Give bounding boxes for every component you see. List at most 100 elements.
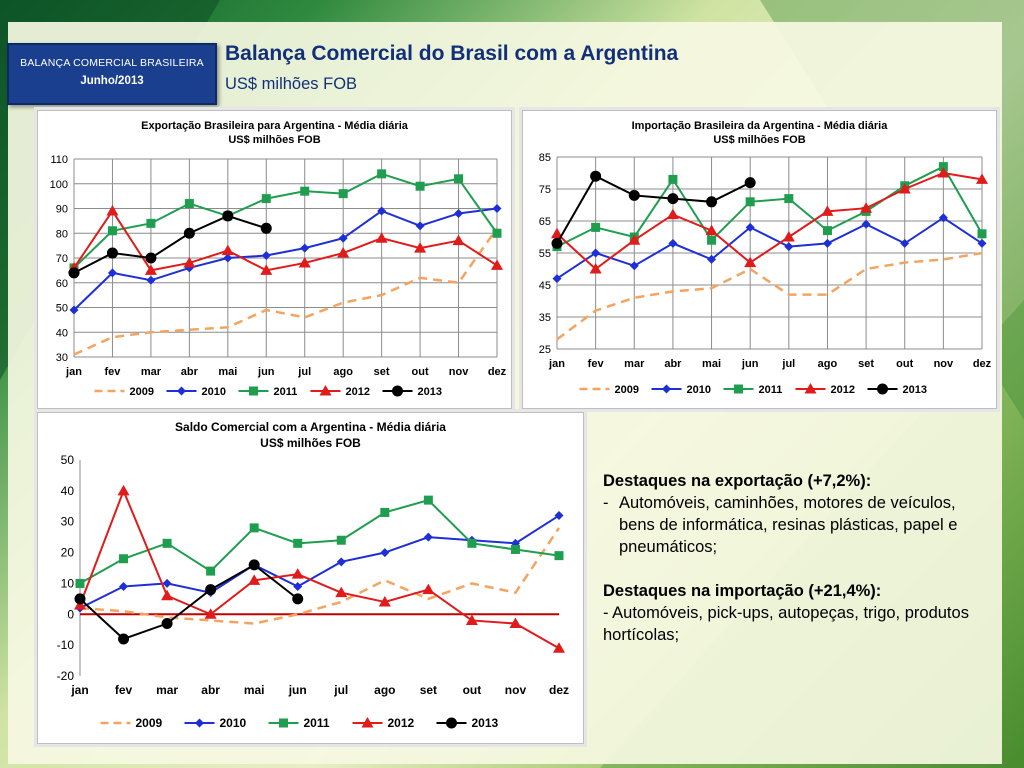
data-point-2012: [589, 263, 602, 274]
y-tick-label: 100: [50, 179, 68, 191]
series-line-2009: [73, 227, 499, 356]
y-tick-label: 0: [67, 607, 74, 621]
data-point-2012: [491, 259, 503, 270]
export-highlights-body: Automóveis, caminhões, motores de veícul…: [619, 494, 958, 556]
chart-title: Saldo Comercial com a Argentina - Média …: [175, 420, 446, 434]
data-point-2011: [119, 554, 129, 564]
y-tick-label: 50: [56, 303, 68, 315]
data-point-2010: [377, 206, 387, 216]
y-tick-label: 10: [61, 576, 75, 590]
data-point-2012: [937, 167, 950, 178]
data-point-2012: [335, 586, 348, 598]
series-2010: [552, 213, 987, 284]
data-point-2010: [69, 305, 79, 315]
y-tick-label: -10: [57, 638, 75, 652]
data-point-2011: [293, 538, 303, 548]
series-line-2011: [556, 165, 983, 248]
y-tick-label: 50: [61, 453, 75, 467]
series-line-2013: [73, 214, 267, 274]
y-tick-label: 85: [539, 152, 551, 164]
x-tick-label: mai: [244, 683, 265, 697]
data-point-2011: [784, 194, 794, 204]
series-line-2010: [556, 216, 983, 280]
data-point-2012: [414, 242, 427, 253]
y-tick-label: 55: [539, 248, 551, 260]
data-point-2011: [707, 235, 717, 245]
legend-marker-2010: [195, 718, 204, 728]
x-tick-label: out: [896, 358, 913, 370]
legend-label-2010: 2010: [687, 384, 711, 396]
data-point-2010: [552, 274, 562, 284]
series-line-2012: [79, 488, 560, 650]
data-point-2010: [415, 221, 425, 231]
data-point-2013: [292, 593, 304, 605]
series-line-2013: [79, 563, 299, 641]
x-tick-label: abr: [664, 358, 682, 370]
import-highlights-body: - Automóveis, pick-ups, autopeças, trigo…: [603, 604, 969, 644]
x-tick-label: ago: [374, 683, 395, 697]
data-point-2011: [184, 199, 194, 209]
data-point-2012: [144, 264, 157, 275]
series-2013: [74, 559, 304, 645]
data-point-2010: [107, 268, 117, 278]
legend-label-2013: 2013: [472, 716, 499, 730]
legend-marker-2011: [279, 718, 288, 728]
badge-title: BALANÇA COMERCIAL BRASILEIRA: [20, 57, 204, 69]
data-point-2012: [666, 208, 679, 220]
legend-marker-2011: [249, 386, 258, 396]
x-tick-label: jul: [781, 358, 795, 370]
data-point-2010: [293, 582, 303, 592]
legend-marker-2013: [877, 383, 888, 395]
x-tick-label: jul: [297, 366, 311, 378]
data-point-2011: [75, 578, 85, 588]
series-line-2013: [556, 174, 751, 244]
data-point-2010: [900, 238, 910, 248]
y-tick-label: 90: [56, 204, 68, 216]
series-2010: [69, 204, 502, 315]
y-tick-label: 110: [50, 154, 68, 166]
x-tick-label: dez: [488, 366, 507, 378]
y-tick-label: 35: [539, 312, 551, 324]
data-point-2011: [336, 535, 346, 545]
data-point-2012: [161, 589, 174, 601]
page-subtitle: US$ milhões FOB: [225, 75, 358, 93]
data-point-2013: [68, 267, 80, 279]
data-point-2010: [119, 582, 129, 592]
x-tick-label: set: [420, 683, 437, 697]
chart-title: Importação Brasileira da Argentina - Méd…: [632, 120, 889, 132]
legend-label-2012: 2012: [831, 384, 855, 396]
series-2011: [75, 495, 564, 588]
legend-marker-2012: [361, 717, 374, 728]
series-2013: [551, 170, 756, 249]
export-chart: Exportação Brasileira para Argentina - M…: [50, 120, 507, 398]
data-point-2012: [551, 227, 563, 239]
legend-marker-2012: [319, 385, 332, 396]
export-bullet: -: [603, 494, 609, 512]
data-point-2013: [706, 196, 718, 208]
data-point-2011: [745, 197, 755, 207]
legend-label-2011: 2011: [759, 384, 783, 396]
data-point-2010: [707, 254, 717, 264]
series-line-2012: [73, 209, 498, 272]
data-point-2013: [118, 633, 130, 645]
series-2010: [75, 511, 564, 613]
badge-date: Junho/2013: [80, 75, 144, 87]
import-chart-box: Importação Brasileira da Argentina - Méd…: [522, 110, 997, 409]
x-tick-label: out: [463, 683, 482, 697]
legend-label-2011: 2011: [274, 386, 298, 398]
data-point-2011: [510, 544, 520, 554]
series-line-2011: [73, 172, 498, 269]
data-point-2013: [145, 252, 157, 264]
data-point-2013: [590, 170, 602, 182]
data-point-2010: [977, 238, 987, 248]
x-tick-label: abr: [181, 366, 199, 378]
series-line-2009: [556, 251, 983, 341]
x-tick-label: abr: [201, 683, 220, 697]
data-point-2011: [377, 169, 387, 179]
legend-label-2009: 2009: [136, 716, 163, 730]
legend-label-2012: 2012: [346, 386, 370, 398]
data-point-2011: [415, 181, 425, 191]
x-tick-label: jan: [548, 358, 565, 370]
data-point-2012: [378, 595, 391, 607]
data-point-2012: [260, 264, 273, 275]
